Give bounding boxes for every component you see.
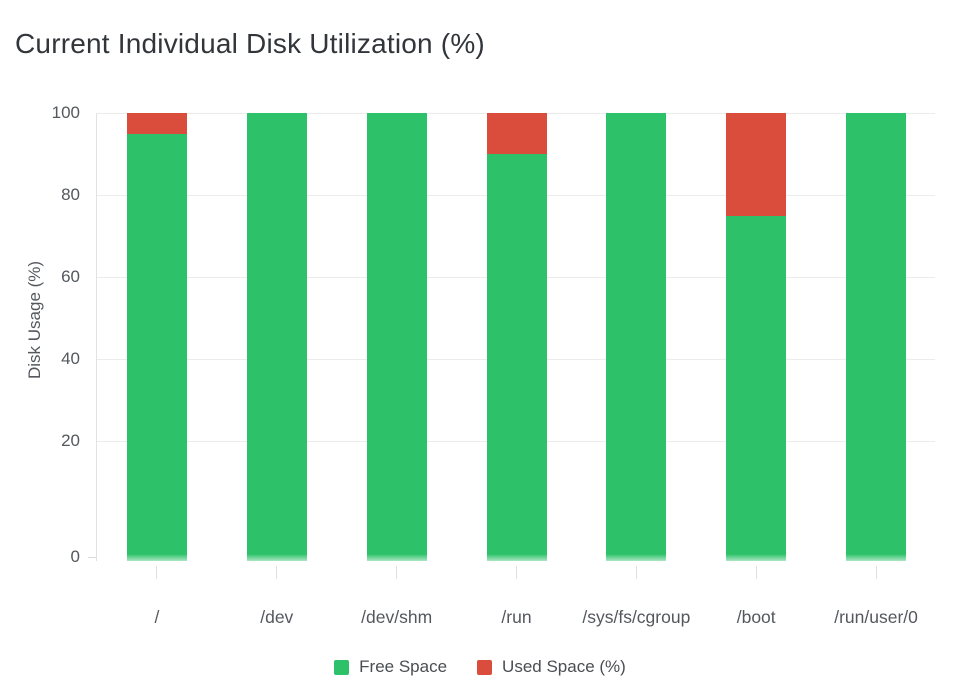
y-tick-label-100: 100 <box>51 103 80 122</box>
bar-/run/user/0[interactable] <box>846 113 907 561</box>
legend-label: Free Space <box>359 657 448 676</box>
x-tick-mark <box>156 566 158 579</box>
bar-/sys/fs/cgroup[interactable] <box>606 113 667 561</box>
y-tick-label-80: 80 <box>61 185 80 204</box>
bar-segment-free-space[interactable] <box>246 113 307 561</box>
x-category-label-/: / <box>154 607 160 627</box>
bar-segment-free-space[interactable] <box>126 133 187 561</box>
x-category-label-/dev: /dev <box>260 607 294 627</box>
y-tick-label-0: 0 <box>70 547 80 566</box>
y-tick-label-40: 40 <box>61 349 80 368</box>
x-category-label-/boot: /boot <box>736 607 776 627</box>
bar-/boot[interactable] <box>726 113 787 561</box>
bar-segment-used-space[interactable] <box>126 113 187 134</box>
plot-area: / /dev/dev/shm/run/sys/fs/cgroup/boot/run… <box>88 113 935 627</box>
bar-segment-used-space[interactable] <box>726 113 787 216</box>
x-tick-mark <box>635 566 637 579</box>
chart-title: Current Individual Disk Utilization (%) <box>15 28 485 59</box>
legend-item-free-space[interactable]: Free Space <box>334 657 447 677</box>
legend: Free Space Used Space (%) <box>0 652 960 682</box>
x-category-label-/run/user/0: /run/user/0 <box>834 607 918 627</box>
bar-segment-free-space[interactable] <box>726 215 787 561</box>
x-category-label-/sys/fs/cgroup: /sys/fs/cgroup <box>582 607 691 627</box>
bar-/run[interactable] <box>486 113 547 561</box>
x-tick-mark <box>396 566 398 579</box>
bar-segment-free-space[interactable] <box>606 113 667 561</box>
x-tick-mark <box>875 566 877 579</box>
legend-swatch-icon <box>334 659 350 675</box>
bar-/dev[interactable] <box>246 113 307 561</box>
y-tick-label-60: 60 <box>61 267 80 286</box>
x-category-label-/run: /run <box>501 607 532 627</box>
legend-swatch-icon <box>477 659 493 675</box>
bar-segment-free-space[interactable] <box>846 113 907 561</box>
bar-segment-free-space[interactable] <box>366 113 427 561</box>
y-axis-title: Disk Usage (%) <box>25 260 44 380</box>
legend-item-used-space[interactable]: Used Space (%) <box>477 657 626 677</box>
bar-segment-used-space[interactable] <box>486 113 547 154</box>
bar-segment-free-space[interactable] <box>486 154 547 561</box>
y-tick-label-20: 20 <box>61 431 80 450</box>
x-tick-mark <box>516 566 517 579</box>
x-tick-mark <box>276 566 278 579</box>
bar-/dev/shm[interactable] <box>366 113 427 561</box>
zero-tick-mark <box>88 557 97 558</box>
legend-label: Used Space (%) <box>502 657 626 676</box>
bar-/[interactable] <box>126 113 187 561</box>
x-category-label-/dev/shm: /dev/shm <box>361 607 433 627</box>
x-tick-mark <box>755 566 757 579</box>
